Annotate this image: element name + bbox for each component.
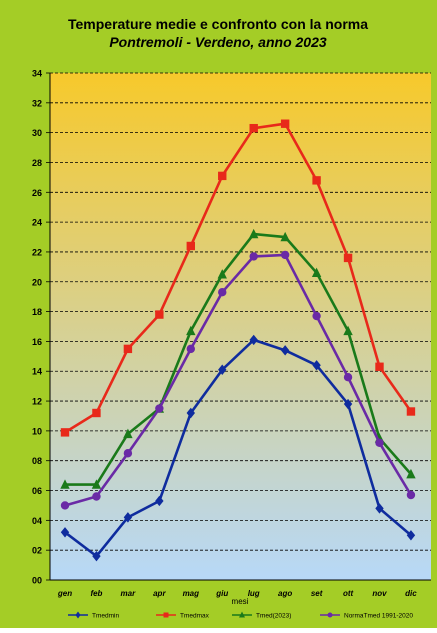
data-point <box>406 530 416 541</box>
x-tick-label: set <box>311 589 323 598</box>
x-axis-title: mesi <box>232 597 249 606</box>
data-point <box>155 404 164 413</box>
y-tick-label: 20 <box>32 277 42 287</box>
legend-marker <box>239 611 245 618</box>
y-tick-label: 04 <box>32 516 42 526</box>
series-line <box>64 253 413 507</box>
y-tick-label: 34 <box>32 69 42 79</box>
data-point <box>218 171 227 181</box>
data-point <box>280 250 290 260</box>
legend-label: NormaTmed 1991-2020 <box>344 613 413 620</box>
y-tick-label: 12 <box>32 397 42 407</box>
data-point <box>60 501 70 510</box>
x-tick-label: apr <box>153 589 166 598</box>
data-point <box>123 344 133 354</box>
x-tick-label: gen <box>57 589 72 598</box>
data-point <box>249 334 258 346</box>
data-point <box>311 267 322 278</box>
data-point <box>280 345 290 356</box>
y-tick-label: 02 <box>32 546 42 556</box>
data-point <box>186 241 195 251</box>
data-point <box>60 479 70 489</box>
data-point <box>217 269 227 279</box>
legend-label: Tmed(2023) <box>256 613 291 620</box>
series-line <box>64 122 413 434</box>
chart-title: Temperature medie e confronto con la nor… <box>68 16 368 32</box>
legend-label: Tmedmax <box>180 613 210 620</box>
data-point <box>186 344 195 354</box>
legend-marker <box>327 612 333 618</box>
data-point <box>249 228 259 239</box>
y-tick-label: 28 <box>32 158 42 168</box>
y-tick-label: 00 <box>32 576 42 586</box>
data-point <box>312 360 321 371</box>
data-point <box>123 449 133 458</box>
data-point <box>343 253 353 263</box>
data-point <box>406 490 416 500</box>
data-point <box>60 428 70 437</box>
data-point <box>218 364 227 375</box>
chart-subtitle: Pontremoli - Verdeno, anno 2023 <box>109 34 327 50</box>
series-tmedmax <box>60 119 416 437</box>
series-normatmed-1991-2020 <box>60 250 416 510</box>
data-point <box>186 325 196 336</box>
y-tick-label: 06 <box>32 486 42 496</box>
axes: 00 02 04 06 08 10 12 14 16 18 20 22 24 26 28 30 32 34 gen f… <box>32 69 431 598</box>
x-tick-label: mar <box>121 589 137 598</box>
data-point <box>280 231 290 242</box>
data-point <box>123 512 133 523</box>
legend-label: Tmedmin <box>92 613 119 620</box>
y-tick-label: 08 <box>32 456 42 466</box>
y-tick-label: 22 <box>32 247 42 257</box>
legend-marker <box>163 612 169 618</box>
x-tick-label: dic <box>405 589 417 598</box>
data-point <box>375 503 384 514</box>
data-point <box>280 119 290 128</box>
data-point <box>60 527 70 538</box>
data-point <box>343 373 353 382</box>
legend: Tmedmin Tmedmax Tmed(2023) NormaTmed 1991-2… <box>68 611 413 620</box>
data-point <box>155 495 164 507</box>
data-point <box>123 428 133 439</box>
series-line <box>64 338 412 558</box>
data-point <box>375 362 384 371</box>
y-tick-label: 30 <box>32 128 42 138</box>
series-line <box>65 232 412 486</box>
x-tick-label: ago <box>278 589 292 598</box>
data-series <box>60 119 416 562</box>
data-point <box>155 310 164 319</box>
data-point <box>92 492 101 501</box>
legend-marker <box>75 611 81 619</box>
series-tmedmin <box>60 334 416 562</box>
y-tick-label: 24 <box>32 218 42 228</box>
y-tick-label: 16 <box>32 337 42 347</box>
data-point <box>249 123 258 133</box>
data-point <box>186 407 195 419</box>
data-point <box>406 468 416 479</box>
x-tick-label: mag <box>183 589 200 598</box>
data-point <box>406 407 416 416</box>
data-point <box>343 398 353 410</box>
x-tick-label: lug <box>248 589 260 598</box>
y-tick-label: 32 <box>32 98 42 108</box>
y-tick-label: 10 <box>32 426 42 436</box>
data-point <box>218 288 227 297</box>
data-point <box>375 438 384 448</box>
data-point <box>343 325 353 336</box>
x-tick-label: nov <box>372 589 387 598</box>
y-tick-label: 26 <box>32 188 42 198</box>
y-tick-label: 14 <box>32 367 42 377</box>
data-point <box>249 252 258 261</box>
data-point <box>91 479 102 489</box>
x-tick-label: giu <box>215 589 228 598</box>
data-point <box>92 550 101 562</box>
y-tick-label: 18 <box>32 307 42 317</box>
x-tick-label: feb <box>90 589 102 598</box>
x-tick-label: ott <box>343 589 354 598</box>
data-point <box>312 311 321 321</box>
data-point <box>312 176 321 185</box>
data-point <box>92 408 101 418</box>
